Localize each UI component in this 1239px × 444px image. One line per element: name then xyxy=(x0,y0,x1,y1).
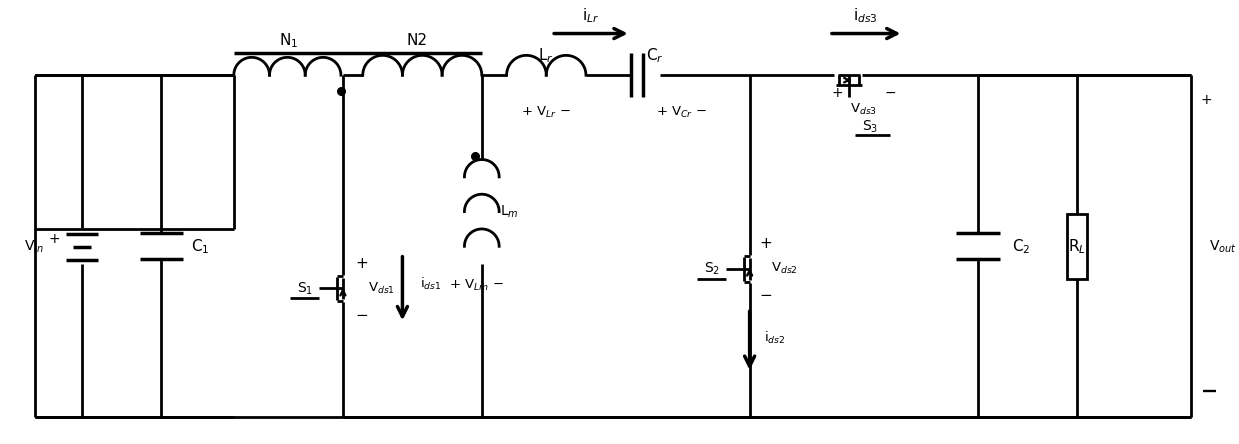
Text: +: + xyxy=(356,256,368,271)
Text: R$_L$: R$_L$ xyxy=(1068,237,1085,256)
Text: + V$_{Lr}$ −: + V$_{Lr}$ − xyxy=(522,105,571,120)
Text: N$_1$: N$_1$ xyxy=(279,31,299,50)
Text: −: − xyxy=(760,288,772,303)
Text: +: + xyxy=(48,232,59,246)
Text: i$_{Lr}$: i$_{Lr}$ xyxy=(582,6,600,25)
Text: + V$_{Lm}$ −: + V$_{Lm}$ − xyxy=(450,278,504,293)
Text: S$_3$: S$_3$ xyxy=(862,119,878,135)
Text: −: − xyxy=(356,308,368,323)
Text: C$_1$: C$_1$ xyxy=(191,237,209,256)
Text: i$_{ds2}$: i$_{ds2}$ xyxy=(764,330,786,346)
Text: +: + xyxy=(831,86,843,100)
Text: C$_2$: C$_2$ xyxy=(1012,237,1031,256)
Text: V$_{in}$: V$_{in}$ xyxy=(25,238,45,254)
Text: C$_r$: C$_r$ xyxy=(646,46,663,65)
Text: N2: N2 xyxy=(406,33,427,48)
Text: + V$_{Cr}$ −: + V$_{Cr}$ − xyxy=(655,105,706,120)
Text: V$_{ds2}$: V$_{ds2}$ xyxy=(772,261,798,276)
Text: i$_{ds1}$: i$_{ds1}$ xyxy=(420,275,442,292)
Text: i$_{ds3}$: i$_{ds3}$ xyxy=(854,6,878,25)
Text: V$_{out}$: V$_{out}$ xyxy=(1209,238,1237,254)
Text: S$_1$: S$_1$ xyxy=(297,280,313,297)
Text: S$_2$: S$_2$ xyxy=(704,261,720,277)
Bar xyxy=(1067,214,1087,278)
Text: L$_r$: L$_r$ xyxy=(539,46,554,65)
Text: +: + xyxy=(760,236,772,251)
Text: −: − xyxy=(885,86,896,100)
Text: V$_{ds3}$: V$_{ds3}$ xyxy=(850,103,877,118)
Text: V$_{ds1}$: V$_{ds1}$ xyxy=(368,281,395,296)
Text: +: + xyxy=(1201,93,1213,107)
Text: L$_m$: L$_m$ xyxy=(499,203,518,220)
